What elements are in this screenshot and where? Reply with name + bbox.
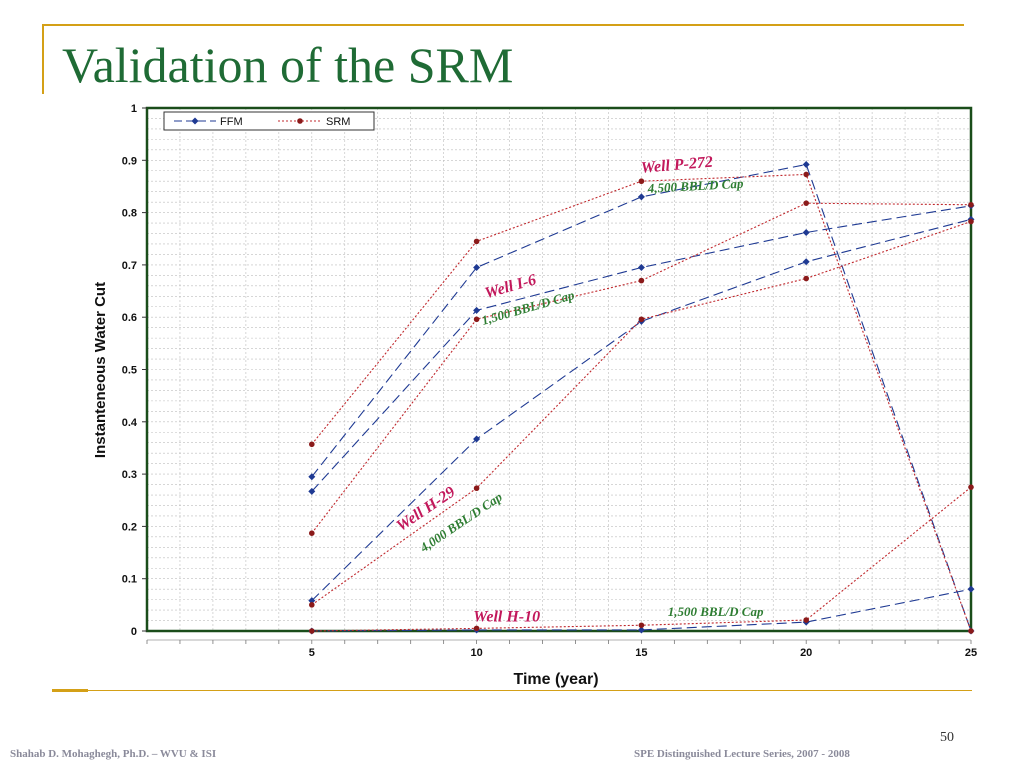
y-axis-title: Instanteneous Water Cut xyxy=(92,282,109,458)
y-tick-label: 0.6 xyxy=(122,312,137,324)
series-srm-3 xyxy=(309,200,974,536)
y-tick-label: 0.3 xyxy=(122,469,137,481)
ffm-point xyxy=(308,473,316,481)
title-left-rule xyxy=(42,24,44,94)
cap-label: 4,500 BBL/D Cap xyxy=(646,176,744,196)
srm-point xyxy=(473,238,480,245)
legend-srm-marker xyxy=(297,118,303,124)
x-tick-label: 15 xyxy=(635,647,647,659)
water-cut-chart: 00.10.20.30.40.50.60.70.80.915 10 15 20 25Ti… xyxy=(92,103,977,688)
y-tick-label: 0.7 xyxy=(122,260,137,272)
srm-point xyxy=(309,441,315,448)
footer-series: SPE Distinguished Lecture Series, 2007 -… xyxy=(634,748,850,760)
ffm-point xyxy=(473,264,481,272)
ffm-point xyxy=(802,160,810,168)
x-axis-title: Time (year) xyxy=(513,671,598,688)
srm-point xyxy=(968,484,974,490)
cap-label: 1,500 BBL/D Cap xyxy=(668,604,764,619)
legend: FFM SRM xyxy=(163,111,375,131)
srm-point xyxy=(968,218,974,225)
bottom-rule xyxy=(88,690,972,691)
x-tick-label: 20 xyxy=(800,647,812,659)
y-tick-label: 1 xyxy=(131,103,137,115)
legend-box xyxy=(163,111,375,131)
legend-ffm-marker xyxy=(191,117,199,125)
ffm-point xyxy=(637,193,645,201)
series-line xyxy=(311,205,972,492)
srm-point xyxy=(803,200,809,206)
y-tick-label: 0.1 xyxy=(122,574,137,586)
series-line xyxy=(311,588,972,632)
srm-point xyxy=(968,201,974,208)
srm-point xyxy=(803,171,809,178)
y-tick-label: 0.9 xyxy=(122,155,137,167)
srm-point xyxy=(638,316,645,323)
well-label: Well P-272 xyxy=(640,154,713,177)
bottom-rule-accent xyxy=(52,689,88,692)
srm-point xyxy=(968,628,974,634)
title-top-rule xyxy=(42,24,964,26)
y-tick-label: 0 xyxy=(131,626,137,638)
series-line xyxy=(311,202,972,534)
ffm-point xyxy=(308,597,316,605)
srm-point xyxy=(803,617,809,623)
ffm-point xyxy=(967,585,975,593)
ffm-point xyxy=(637,626,645,634)
slide-title: Validation of the SRM xyxy=(62,37,514,93)
ffm-point xyxy=(637,264,645,272)
x-tick-label: 10 xyxy=(470,647,482,659)
ffm-point xyxy=(308,487,316,495)
srm-point xyxy=(473,485,480,492)
y-tick-label: 0.2 xyxy=(122,521,137,533)
srm-point xyxy=(309,530,315,536)
srm-point xyxy=(803,275,809,282)
legend-ffm-label: FFM xyxy=(220,116,243,128)
srm-point xyxy=(473,316,480,323)
srm-point xyxy=(473,625,480,632)
series-srm-5 xyxy=(309,218,974,608)
y-tick-label: 0.8 xyxy=(122,208,137,220)
footer-author: Shahab D. Mohaghegh, Ph.D. – WVU & ISI xyxy=(10,748,217,760)
y-tick-label: 0.5 xyxy=(122,365,137,377)
srm-point xyxy=(309,602,315,608)
srm-point xyxy=(638,622,645,629)
srm-point xyxy=(638,277,645,284)
srm-point xyxy=(638,178,645,185)
ffm-point xyxy=(473,435,481,443)
x-tick-label: 25 xyxy=(965,647,977,659)
y-tick-label: 0.4 xyxy=(122,417,138,429)
series-srm-1 xyxy=(309,171,974,634)
page-number: 50 xyxy=(940,730,954,745)
series-line xyxy=(311,218,972,602)
series-srm-7 xyxy=(309,484,974,634)
ffm-point xyxy=(802,228,810,236)
srm-point xyxy=(309,628,315,634)
ffm-point xyxy=(802,258,810,266)
ffm-point xyxy=(473,306,481,314)
legend-srm-label: SRM xyxy=(326,116,350,128)
well-label: Well H-10 xyxy=(473,609,540,626)
x-tick-label: 5 xyxy=(309,647,315,659)
